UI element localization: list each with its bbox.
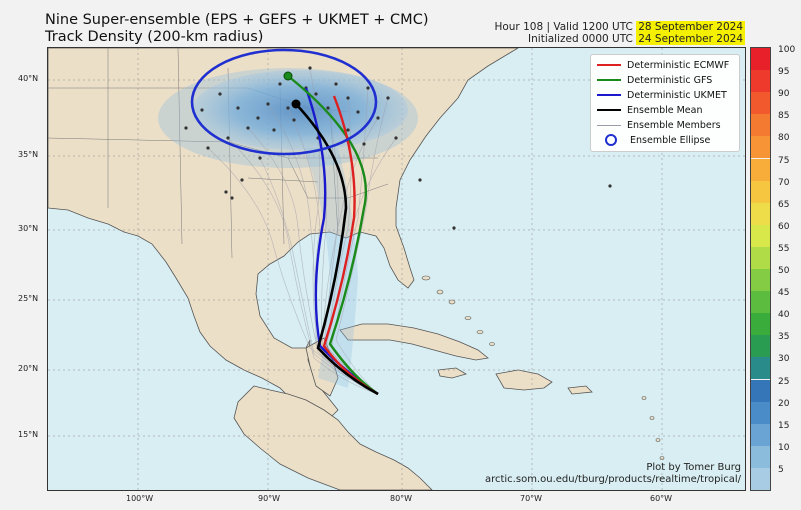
gfs-endpoint: [283, 71, 293, 81]
colorbar-tick-label: 80: [778, 133, 790, 144]
colorbar-tick-label: 40: [778, 310, 790, 321]
legend-label-mean: Ensemble Mean: [627, 104, 703, 116]
colorbar-tick-label: 60: [778, 221, 790, 232]
ensemble-ellipse: [190, 48, 378, 156]
legend-item-mean: Ensemble Mean: [597, 103, 703, 117]
colorbar-tick-label: 30: [778, 354, 790, 365]
mean-endpoint: [291, 99, 301, 109]
colorbar-segment: [751, 180, 770, 203]
cuba-land: [339, 323, 489, 361]
colorbar-tick-label: 70: [778, 177, 790, 188]
chart-title: Nine Super-ensemble (EPS + GEFS + UKMET …: [45, 12, 428, 46]
colorbar-segment: [751, 335, 770, 358]
init-date-highlight: 24 September 2024: [636, 33, 745, 45]
legend-swatch-gfs: [597, 79, 621, 81]
hispaniola-land: [495, 369, 553, 391]
colorbar-tick-label: 75: [778, 155, 790, 166]
puerto-rico-land: [567, 385, 593, 395]
colorbar-segment: [751, 70, 770, 93]
colorbar-segment: [751, 224, 770, 247]
legend-swatch-ecmwf: [597, 64, 621, 66]
colorbar-segment: [751, 158, 770, 181]
lat-label-15: 15°N: [18, 430, 39, 439]
title-line-1: Nine Super-ensemble (EPS + GEFS + UKMET …: [45, 12, 429, 28]
bahamas-islands: [421, 275, 665, 460]
colorbar-segment: [751, 291, 770, 314]
legend-swatch-ukmet: [597, 94, 621, 96]
legend-swatch-mean: [597, 109, 621, 111]
lat-label-25: 25°N: [18, 294, 39, 303]
colorbar: [750, 47, 771, 491]
colorbar-tick-label: 10: [778, 442, 790, 453]
legend-item-ukmet: Deterministic UKMET: [597, 88, 727, 102]
jamaica-land: [437, 367, 467, 379]
lat-label-35: 35°N: [18, 150, 39, 159]
valid-time-info: Hour 108 | Valid 1200 UTC 28 September 2…: [494, 21, 745, 45]
lon-label-80: 80°W: [390, 494, 413, 503]
colorbar-segment: [751, 92, 770, 115]
colorbar-tick-label: 55: [778, 243, 790, 254]
colorbar-tick-label: 100: [778, 45, 796, 55]
legend-item-gfs: Deterministic GFS: [597, 73, 712, 87]
init-line: Initialized 0000 UTC 24 September 2024: [494, 33, 745, 45]
legend-label-ellipse: Ensemble Ellipse: [630, 134, 711, 146]
colorbar-segment: [751, 246, 770, 269]
lon-label-90: 90°W: [258, 494, 281, 503]
legend-item-ecmwf: Deterministic ECMWF: [597, 58, 729, 72]
colorbar-tick-label: 20: [778, 398, 790, 409]
credit-url: arctic.som.ou.edu/tburg/products/realtim…: [484, 474, 741, 485]
ellipse-icon: [605, 134, 617, 146]
colorbar-tick-label: 5: [778, 464, 784, 475]
colorbar-tick-label: 65: [778, 199, 790, 210]
legend: Deterministic ECMWF Deterministic GFS De…: [590, 54, 740, 152]
legend-swatch-members: [597, 124, 621, 126]
colorbar-tick-label: 85: [778, 111, 790, 122]
lon-label-100: 100°W: [126, 494, 154, 503]
plot-credit: Plot by Tomer Burg arctic.som.ou.edu/tbu…: [485, 462, 741, 486]
lat-label-20: 20°N: [18, 364, 39, 373]
colorbar-segment: [751, 445, 770, 468]
legend-label-ecmwf: Deterministic ECMWF: [627, 59, 730, 71]
lon-label-70: 70°W: [520, 494, 543, 503]
legend-item-ellipse: Ensemble Ellipse: [597, 133, 710, 147]
colorbar-segment: [751, 401, 770, 424]
colorbar-segment: [751, 313, 770, 336]
colorbar-segment: [751, 467, 770, 490]
colorbar-tick-label: 90: [778, 89, 790, 100]
lat-label-30: 30°N: [18, 224, 39, 233]
central-america-land: [233, 385, 433, 490]
lon-label-60: 60°W: [650, 494, 673, 503]
colorbar-segment: [751, 357, 770, 380]
colorbar-tick-label: 15: [778, 420, 790, 431]
lat-label-40: 40°N: [18, 74, 39, 83]
track-density-outer: [158, 68, 418, 168]
colorbar-tick-label: 50: [778, 266, 790, 276]
legend-label-ukmet: Deterministic UKMET: [627, 89, 727, 101]
legend-label-gfs: Deterministic GFS: [627, 74, 713, 86]
valid-date-highlight: 28 September 2024: [636, 21, 745, 33]
title-line-2: Track Density (200-km radius): [45, 29, 264, 45]
init-text: Initialized 0000 UTC: [528, 33, 637, 45]
colorbar-tick-label: 25: [778, 376, 790, 387]
colorbar-tick-label: 95: [778, 67, 790, 78]
colorbar-segment: [751, 136, 770, 159]
colorbar-tick-label: 35: [778, 332, 790, 343]
colorbar-segment: [751, 423, 770, 446]
credit-author: Plot by Tomer Burg: [646, 462, 741, 473]
colorbar-segment: [751, 114, 770, 137]
colorbar-segment: [751, 269, 770, 292]
ensemble-mean-track: [295, 103, 379, 396]
colorbar-tick-label: 45: [778, 288, 790, 299]
hour-valid-text: Hour 108 | Valid 1200 UTC: [494, 21, 637, 33]
legend-label-members: Ensemble Members: [627, 119, 721, 131]
colorbar-segment: [751, 48, 770, 71]
colorbar-segment: [751, 379, 770, 402]
valid-line: Hour 108 | Valid 1200 UTC 28 September 2…: [494, 21, 745, 33]
legend-item-members: Ensemble Members: [597, 118, 721, 132]
colorbar-segment: [751, 202, 770, 225]
track-density-corridor: [304, 148, 358, 388]
ecmwf-track: [322, 95, 379, 396]
